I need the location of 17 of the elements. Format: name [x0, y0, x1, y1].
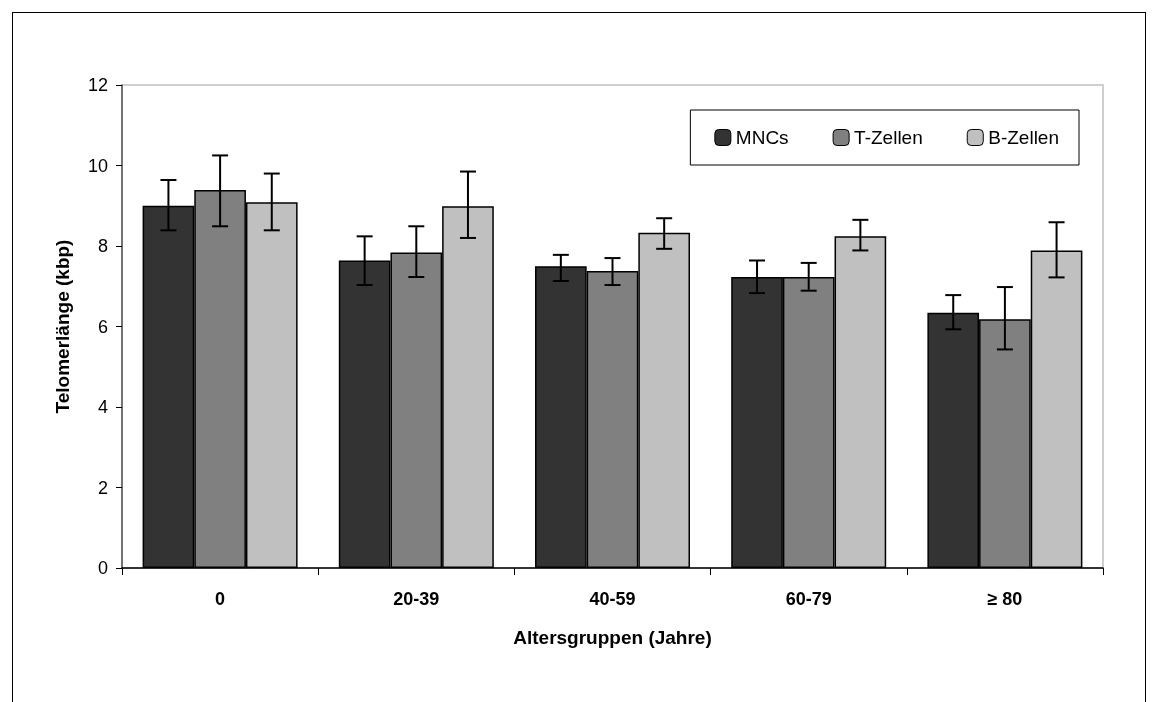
y-tick-label: 0: [97, 558, 108, 578]
x-tick-label: 60-79: [785, 589, 832, 609]
y-tick-label: 6: [97, 316, 108, 337]
legend-label: B-Zellen: [988, 127, 1059, 148]
legend-label: MNCs: [735, 127, 789, 148]
legend-label: T-Zellen: [854, 127, 923, 148]
y-tick-label: 8: [97, 236, 108, 256]
y-tick-label: 10: [87, 155, 108, 176]
x-tick-label: 40-59: [589, 589, 636, 609]
y-tick-label: 4: [97, 397, 108, 417]
x-axis-title: Altersgruppen (Jahre): [513, 627, 712, 648]
y-axis-title: Telomerlänge (kbp): [52, 239, 73, 414]
x-tick-label: ≥ 80: [987, 589, 1023, 609]
y-tick-label: 12: [87, 75, 108, 95]
x-tick-label: 0: [215, 589, 226, 609]
y-tick-label: 2: [97, 477, 108, 498]
x-tick-label: 20-39: [393, 589, 440, 609]
